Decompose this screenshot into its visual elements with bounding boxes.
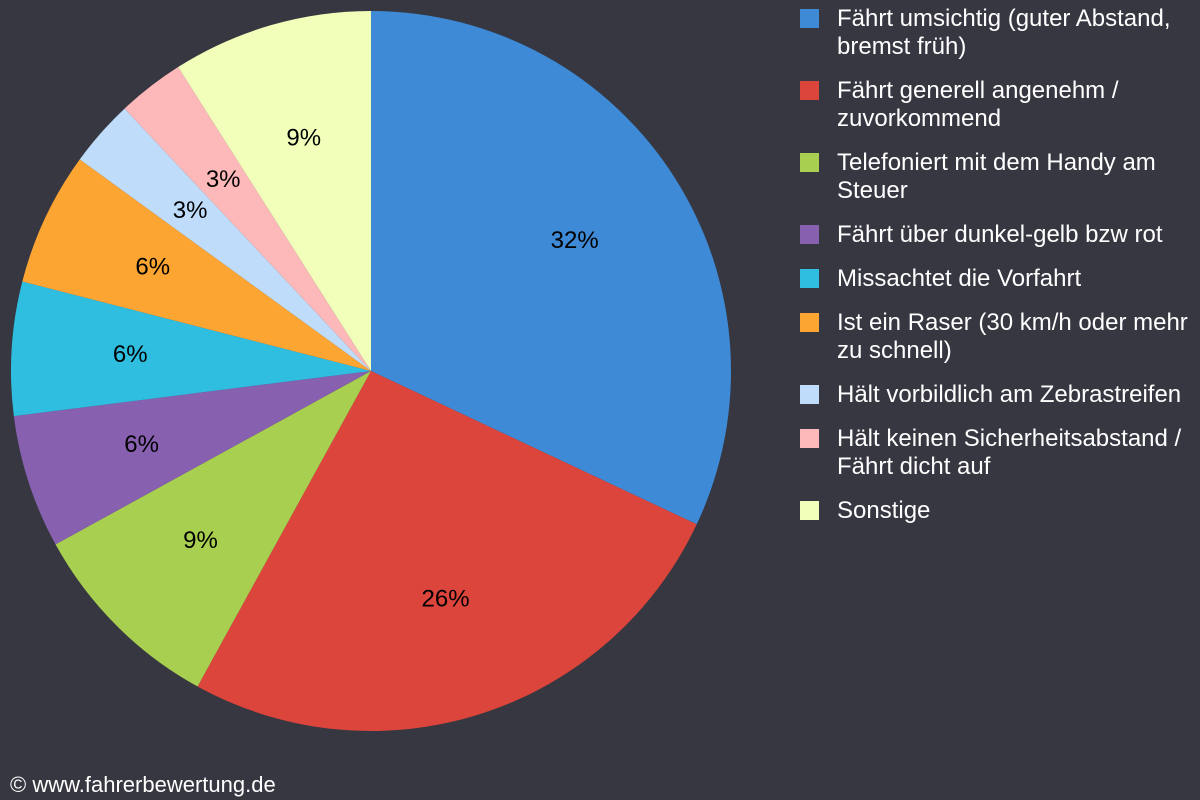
legend-label: Hält keinen Sicherheitsabstand / Fährt d… [837,425,1182,480]
legend-swatch [800,501,819,520]
legend-swatch [800,269,819,288]
legend-label: Missachtet die Vorfahrt [837,265,1082,292]
pie-slice [22,159,372,371]
data-label: 6% [124,431,159,458]
pie-slice [371,11,731,525]
legend-label: Ist ein Raser (30 km/h oder mehr zu schn… [837,309,1188,364]
legend-item: Fährt umsichtig (guter Abstand, bremst f… [800,5,1190,61]
data-label: 9% [286,125,321,152]
pie-slice [197,371,697,731]
pie-slice [11,281,372,417]
legend-item: Ist ein Raser (30 km/h oder mehr zu schn… [800,309,1190,365]
legend-item: Fährt über dunkel-gelb bzw rot [800,221,1190,249]
pie-slice [79,108,372,372]
data-label: 32% [551,227,599,254]
legend-item: Telefoniert mit dem Handy am Steuer [800,149,1190,205]
legend-label: Fährt umsichtig (guter Abstand, bremst f… [837,5,1171,60]
pie-slice [178,11,371,371]
pie-slice [124,67,371,372]
legend-label: Fährt über dunkel-gelb bzw rot [837,221,1163,248]
chart: 32% 26% 9% 6% 6% 6% 3% 3% 9% [11,11,731,731]
data-label: 6% [113,341,148,368]
data-label: 6% [135,254,170,281]
pie-slice [13,371,371,545]
legend-label: Sonstige [837,497,931,524]
legend-item: Hält vorbildlich am Zebrastreifen [800,381,1190,409]
legend-label: Hält vorbildlich am Zebrastreifen [837,381,1182,408]
footer: © www.fahrerbewertung.de [10,772,276,797]
pie-slice [55,371,371,687]
legend-swatch [800,385,819,404]
legend-swatch [800,153,819,172]
legend-label: Fährt generell angenehm / zuvorkommend [837,77,1119,132]
legend-item: Fährt generell angenehm / zuvorkommend [800,77,1190,133]
data-label: 9% [183,527,218,554]
data-label: 3% [173,197,208,224]
legend-swatch [800,9,819,28]
legend: Fährt umsichtig (guter Abstand, bremst f… [800,5,1190,541]
data-label: 26% [422,586,470,613]
legend-swatch [800,225,819,244]
legend-item: Sonstige [800,497,1190,525]
data-label: 3% [206,166,241,193]
legend-item: Hält keinen Sicherheitsabstand / Fährt d… [800,425,1190,481]
legend-swatch [800,313,819,332]
legend-swatch [800,81,819,100]
legend-label: Telefoniert mit dem Handy am Steuer [837,149,1156,204]
legend-swatch [800,429,819,448]
legend-item: Missachtet die Vorfahrt [800,265,1190,293]
